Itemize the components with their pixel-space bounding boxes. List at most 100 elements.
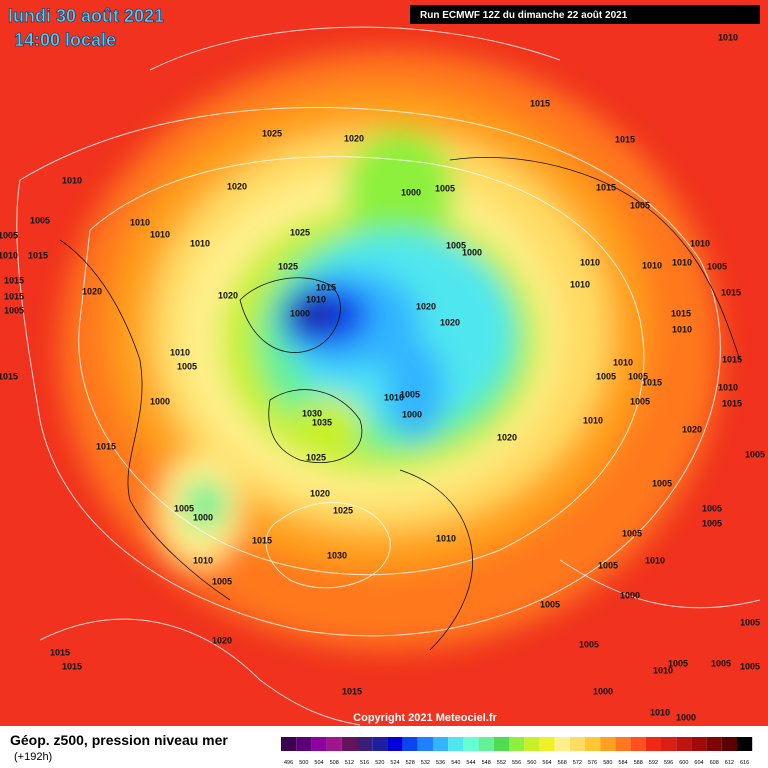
isobar-label: 1005: [630, 396, 650, 406]
run-box: [410, 5, 760, 24]
isobar-label: 1000: [401, 187, 421, 197]
isobar-label: 1005: [177, 361, 197, 371]
isobar-label: 1015: [28, 250, 48, 260]
isobar-label: 1010: [718, 382, 738, 392]
isobar-label: 1000: [402, 409, 422, 419]
scale-label: 548: [482, 760, 491, 766]
scale-label: 500: [299, 760, 308, 766]
isobar-label: 1010: [130, 217, 150, 227]
scale-label: 544: [466, 760, 475, 766]
isobar-label: 1015: [96, 441, 116, 451]
isobars: [16, 26, 761, 726]
lead-time: (+192h): [14, 751, 52, 763]
scale-swatch: [630, 737, 646, 751]
isobar-label: 1010: [653, 665, 673, 675]
isobar-label: 1015: [252, 535, 272, 545]
isobar-label: 1000: [620, 590, 640, 600]
isobar-label: 1005: [4, 305, 24, 315]
scale-swatch: [341, 737, 357, 751]
isobar-label: 1030: [302, 408, 322, 418]
isobar-label: 1025: [278, 261, 298, 271]
isobar-label: 1010: [150, 229, 170, 239]
geopotential-field: [0, 0, 768, 726]
scale-swatch: [296, 737, 312, 751]
scale-label: 520: [375, 760, 384, 766]
valid-time: 14:00 locale: [14, 30, 116, 50]
isobar-label: 1000: [150, 396, 170, 406]
isobar-label: 1010: [580, 257, 600, 267]
isobar-label: 1020: [440, 317, 460, 327]
scale-swatch: [509, 737, 525, 751]
scale-label: 576: [588, 760, 597, 766]
isobar-label: 1000: [593, 686, 613, 696]
isobar-label: 1020: [497, 432, 517, 442]
isobar-label: 1010: [613, 357, 633, 367]
isobar-label: 1015: [50, 647, 70, 657]
isobar-label: 1005: [711, 658, 731, 668]
isobar-label: 1015: [642, 377, 662, 387]
scale-swatch: [463, 737, 479, 751]
isobar-label: 1005: [598, 560, 618, 570]
isobar-label: 1020: [82, 286, 102, 296]
scale-label: 588: [634, 760, 643, 766]
isobar-label: 1015: [316, 282, 336, 292]
scale-swatch: [387, 737, 403, 751]
scale-label: 496: [284, 760, 293, 766]
scale-swatch: [478, 737, 494, 751]
isobar-label: 1010: [384, 392, 404, 402]
scale-label: 604: [694, 760, 703, 766]
scale-swatch: [706, 737, 722, 751]
scale-swatch: [661, 737, 677, 751]
scale-swatch: [585, 737, 601, 751]
isobar-label: 1005: [740, 617, 760, 627]
isobar-label: 1015: [62, 661, 82, 671]
scale-swatch: [569, 737, 585, 751]
isobar-label: 1005: [702, 518, 722, 528]
isobar-label: 1010: [62, 175, 82, 185]
isobar-label: 1005: [630, 200, 650, 210]
scale-swatch: [615, 737, 631, 751]
run-info: Run ECMWF 12Z du dimanche 22 août 2021: [420, 10, 628, 21]
isobar-label: 1005: [745, 449, 765, 459]
isobar-label: 1025: [290, 227, 310, 237]
scale-swatch: [311, 737, 327, 751]
isobar-label: 1000: [676, 712, 696, 722]
isobar-label: 1010: [645, 555, 665, 565]
scale-label: 552: [497, 760, 506, 766]
scale-swatch: [691, 737, 707, 751]
isobar-label: 1005: [212, 576, 232, 586]
isobar-label: 1010: [718, 32, 738, 42]
isobar-label: 1005: [628, 371, 648, 381]
scale-swatch: [326, 737, 342, 751]
scale-label: 524: [390, 760, 399, 766]
isobar-label: 1010: [193, 555, 213, 565]
isobar-label: 1005: [668, 658, 688, 668]
isobar-label: 1020: [310, 488, 330, 498]
scale-label: 528: [406, 760, 415, 766]
isobar-label: 1005: [596, 371, 616, 381]
scale-swatch: [357, 737, 373, 751]
copyright: Copyright 2021 Meteociel.fr: [353, 712, 497, 724]
isobar-label: 1000: [193, 512, 213, 522]
isobar-label: 1015: [615, 134, 635, 144]
isobar-label: 1020: [218, 290, 238, 300]
isobar-label: 1025: [306, 452, 326, 462]
isobar-label: 1015: [721, 287, 741, 297]
isobar-label: 1015: [596, 182, 616, 192]
isobar-label: 1010: [436, 533, 456, 543]
scale-label: 600: [679, 760, 688, 766]
isobar-label: 1015: [722, 398, 742, 408]
scale-label: 560: [527, 760, 536, 766]
isobar-label: 1005: [579, 639, 599, 649]
isobar-label: 1005: [435, 183, 455, 193]
scale-label: 612: [725, 760, 734, 766]
scale-swatch: [554, 737, 570, 751]
isobar-label: 1015: [0, 371, 18, 381]
isobar-label: 1015: [671, 308, 691, 318]
scale-swatch: [372, 737, 388, 751]
isobar-label: 1010: [672, 324, 692, 334]
scale-label: 592: [649, 760, 658, 766]
isobar-label: 1005: [30, 215, 50, 225]
